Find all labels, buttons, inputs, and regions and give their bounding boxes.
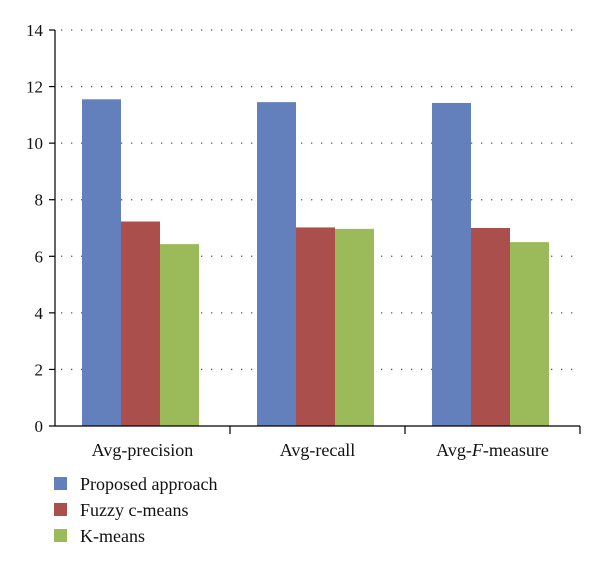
- bars: [82, 99, 549, 427]
- legend-label: K-means: [80, 526, 145, 546]
- y-tick-label: 8: [35, 191, 44, 210]
- x-tick-label: Avg-recall: [280, 440, 356, 460]
- bar-fuzzy-c-means-3: [471, 228, 510, 426]
- y-tick-label: 14: [26, 21, 44, 40]
- axes: 0 2 4 6 8 10 12 14 Avg-precision Avg-recall Avg-F-…: [26, 21, 581, 460]
- y-tick-label: 0: [35, 417, 44, 436]
- bar-k-means-1: [160, 244, 199, 426]
- bar-k-means-3: [510, 242, 549, 426]
- y-tick-label: 2: [35, 360, 44, 379]
- legend-swatch: [54, 529, 67, 542]
- bar-k-means-2: [335, 228, 374, 426]
- y-tick-label: 10: [26, 134, 43, 153]
- legend-label: Fuzzy c-means: [80, 500, 188, 520]
- y-tick-label: 6: [35, 247, 44, 266]
- y-tick-label: 12: [26, 78, 43, 97]
- legend-swatch: [54, 477, 67, 490]
- bar-proposed-approach-3: [432, 102, 471, 426]
- bar-fuzzy-c-means-2: [296, 227, 335, 426]
- y-tick-label: 4: [35, 304, 44, 323]
- legend-label: Proposed approach: [80, 474, 217, 494]
- x-tick-label: Avg-F-measure: [436, 440, 549, 460]
- bar-fuzzy-c-means-1: [121, 221, 160, 426]
- bar-proposed-approach-2: [257, 102, 296, 426]
- legend-swatch: [54, 503, 67, 516]
- legend: Proposed approach Fuzzy c-means K-means: [54, 474, 217, 546]
- x-tick-label: Avg-precision: [92, 440, 194, 460]
- bar-proposed-approach-1: [82, 99, 121, 427]
